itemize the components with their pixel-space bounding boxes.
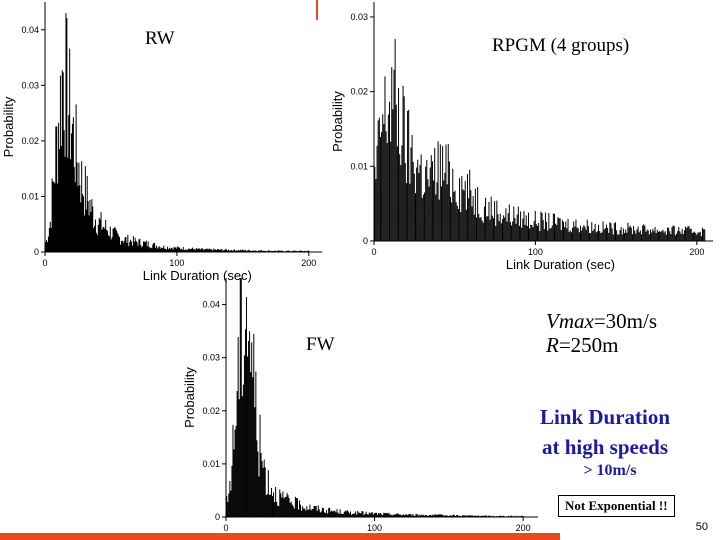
y-tick-label: 0.03 xyxy=(21,80,39,90)
vmax-param: Vmax=30m/s xyxy=(546,309,657,333)
y-tick-label: 0.03 xyxy=(350,12,368,22)
note-line-1: Link Duration xyxy=(539,405,671,429)
y-tick-label: 0.01 xyxy=(202,459,220,469)
footer-bar xyxy=(0,533,560,540)
histogram-spikes xyxy=(226,278,524,517)
parameters: Vmax=30m/s R=250m xyxy=(546,309,657,357)
range-var: R xyxy=(546,333,559,357)
y-tick-label: 0.02 xyxy=(350,87,368,97)
y-tick-label: 0.04 xyxy=(202,300,220,310)
y-axis-label: Probability xyxy=(182,367,197,428)
vmax-var: Vmax xyxy=(546,309,594,333)
y-tick-label: 0.01 xyxy=(350,161,368,171)
rw-panel-label: RW xyxy=(145,28,175,49)
y-axis-label: Probability xyxy=(330,91,345,152)
range-value: =250m xyxy=(558,333,619,357)
histogram-bars xyxy=(226,278,524,517)
y-tick-label: 0 xyxy=(215,512,220,522)
y-tick-label: 0.02 xyxy=(202,406,220,416)
rpgm-panel-label: RPGM (4 groups) xyxy=(492,35,630,56)
x-tick-label: 0 xyxy=(42,258,47,268)
y-tick-label: 0.02 xyxy=(21,136,39,146)
x-tick-label: 0 xyxy=(223,523,228,533)
x-tick-label: 100 xyxy=(528,247,543,257)
histogram-spikes xyxy=(374,39,706,241)
x-tick-label: 100 xyxy=(367,523,382,533)
x-tick-label: 100 xyxy=(169,258,184,268)
y-axis-label: Probability xyxy=(1,96,16,157)
y-tick-label: 0.01 xyxy=(21,191,39,201)
x-axis-label: Link Duration (sec) xyxy=(143,268,252,283)
y-tick-label: 0 xyxy=(363,236,368,246)
rpgm-chart: 0 0.01 0.02 0.03 0 100 200 Link Duration (sec) P… xyxy=(330,2,713,272)
range-param: R=250m xyxy=(546,333,657,357)
x-tick-label: 200 xyxy=(516,523,531,533)
x-tick-label: 200 xyxy=(689,247,704,257)
note-line-2: at high speeds xyxy=(541,435,669,459)
y-tick-label: 0 xyxy=(34,247,39,257)
x-axis-label: Link Duration (sec) xyxy=(506,257,615,272)
fw-panel-label: FW xyxy=(306,334,335,355)
page-number: 50 xyxy=(695,521,708,533)
note-line-3: > 10m/s xyxy=(583,462,637,479)
accent-rule xyxy=(316,0,318,20)
y-tick-label: 0.03 xyxy=(202,353,220,363)
rw-chart: 0 0.01 0.02 0.03 0.04 0 100 200 Link Duration (s… xyxy=(1,2,322,283)
y-tick-label: 0.04 xyxy=(21,25,39,35)
not-exponential-badge: Not Exponential !! xyxy=(558,495,675,517)
histogram-bars xyxy=(374,39,706,241)
x-tick-label: 200 xyxy=(301,258,316,268)
x-tick-label: 0 xyxy=(371,247,376,257)
vmax-value: =30m/s xyxy=(593,309,658,333)
